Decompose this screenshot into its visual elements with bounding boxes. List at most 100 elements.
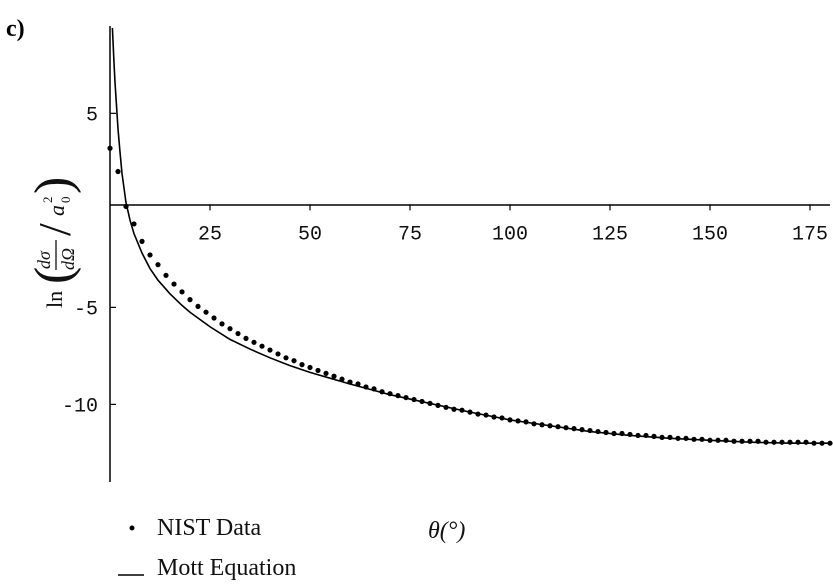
nist-data-point [723, 437, 729, 443]
y-tick-label: -10 [62, 395, 98, 418]
x-tick-label: 25 [198, 223, 222, 246]
nist-data-point [211, 315, 217, 321]
nist-data-point [803, 439, 809, 445]
nist-data-point [307, 364, 313, 371]
nist-data-point [219, 321, 225, 327]
nist-data-point [603, 429, 609, 436]
nist-data-point [291, 358, 297, 364]
nist-data-point [587, 427, 593, 434]
series-nist-data [107, 145, 833, 446]
nist-data-point [507, 417, 513, 423]
nist-data-point [299, 362, 305, 368]
nist-data-point [763, 439, 769, 445]
nist-data-point [499, 415, 505, 421]
nist-data-point [155, 262, 161, 268]
nist-data-point [283, 355, 289, 361]
nist-data-point [811, 440, 817, 446]
nist-data-point [491, 414, 497, 420]
nist-data-point [515, 418, 521, 424]
nist-data-point [459, 407, 465, 413]
ylabel-sub: 0 [58, 197, 73, 204]
nist-data-point [419, 398, 425, 405]
x-tick-label: 100 [492, 223, 528, 246]
nist-data-point [747, 438, 753, 444]
nist-data-point [411, 396, 417, 403]
ylabel-numerator: dσ [34, 250, 54, 269]
nist-data-point [243, 335, 249, 342]
nist-data-point [675, 435, 681, 441]
nist-data-point [659, 434, 665, 440]
panel-label: c) [6, 16, 25, 42]
nist-data-point [115, 168, 121, 175]
nist-data-point [651, 433, 657, 439]
ylabel-slash: / [29, 223, 80, 236]
x-ticks: 25 50 75 100 125 150 175 [198, 204, 828, 246]
y-tick-label: 5 [86, 104, 98, 127]
x-tick-label: 50 [298, 223, 322, 246]
ylabel-a: a [44, 205, 69, 216]
nist-data-point [547, 423, 553, 429]
nist-data-point [819, 440, 825, 446]
nist-data-point [443, 404, 449, 410]
nist-data-point [539, 422, 545, 428]
nist-data-point [787, 439, 793, 445]
nist-data-point [315, 367, 321, 374]
y-ticks: 5 -5 -10 [62, 104, 116, 418]
legend: NIST Data Mott Equation [118, 515, 296, 581]
nist-data-point [435, 402, 441, 408]
y-axis-label: ln ( dσ dΩ / a 0 2 ) [25, 177, 82, 308]
nist-data-point [323, 370, 329, 376]
nist-data-point [195, 303, 201, 309]
nist-data-point [387, 391, 393, 397]
x-axis-label: θ(°) [428, 518, 465, 544]
nist-data-point [171, 281, 177, 287]
nist-data-point [571, 426, 577, 432]
x-tick-label: 175 [792, 223, 828, 246]
nist-data-point [795, 439, 801, 445]
nist-data-point [779, 439, 785, 445]
ylabel-paren-close: ) [25, 177, 82, 194]
nist-data-point [523, 419, 529, 425]
nist-data-point [259, 343, 265, 349]
nist-data-point [131, 221, 137, 227]
nist-data-point [699, 436, 705, 442]
ylabel-paren-open: ( [25, 267, 82, 284]
nist-data-point [107, 145, 113, 151]
nist-data-point [267, 347, 273, 353]
nist-data-point [635, 432, 641, 439]
legend-label-nist: NIST Data [157, 515, 262, 541]
legend-marker-nist [129, 525, 135, 531]
nist-data-point [187, 297, 193, 303]
nist-data-point [403, 394, 409, 401]
nist-data-point [235, 330, 241, 337]
nist-data-point [475, 411, 481, 417]
y-tick-label: -5 [74, 298, 98, 321]
nist-data-point [611, 430, 617, 437]
nist-data-point [619, 430, 625, 437]
nist-data-point [667, 434, 673, 440]
nist-data-point [371, 386, 377, 392]
nist-data-point [227, 326, 233, 332]
nist-data-point [275, 351, 281, 357]
nist-data-point [739, 438, 745, 444]
nist-data-point [595, 428, 601, 435]
nist-data-point [331, 373, 337, 379]
nist-data-point [563, 425, 569, 431]
nist-data-point [643, 432, 649, 439]
nist-data-point [347, 379, 353, 385]
nist-data-point [771, 439, 777, 445]
nist-data-point [531, 421, 537, 427]
legend-label-mott: Mott Equation [157, 555, 296, 581]
nist-data-point [427, 400, 433, 407]
nist-data-point [683, 435, 689, 441]
nist-data-point [827, 440, 833, 446]
nist-data-point [715, 437, 721, 443]
nist-data-point [179, 289, 185, 295]
nist-data-point [555, 424, 561, 430]
nist-data-point [483, 412, 489, 418]
nist-data-point [579, 427, 585, 433]
nist-data-point [251, 339, 257, 345]
nist-data-point [203, 309, 209, 315]
nist-data-point [363, 384, 369, 390]
